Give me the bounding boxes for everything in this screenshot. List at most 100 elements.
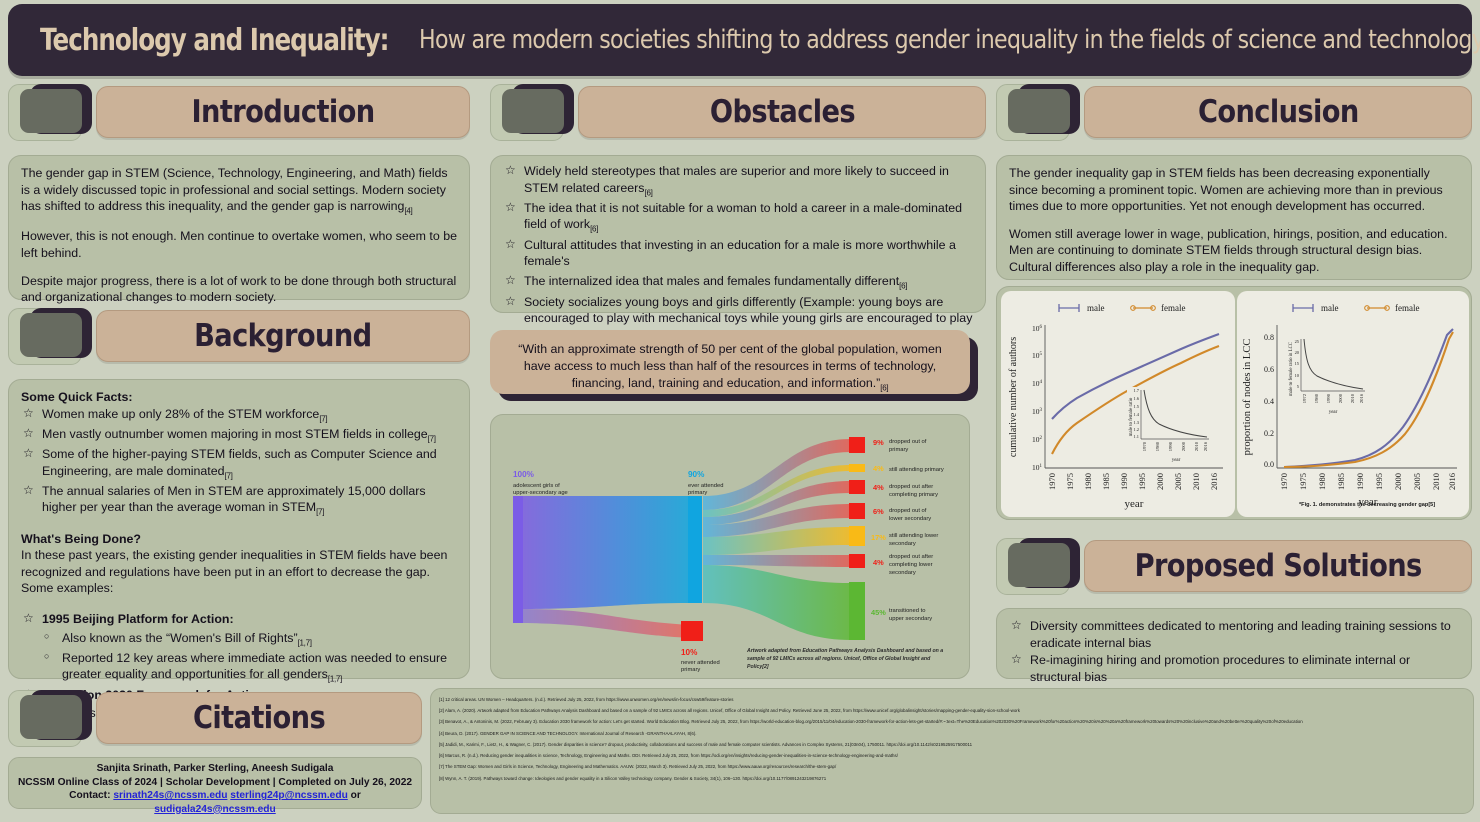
- intro-paragraph-2: However, this is not enough. Men continu…: [21, 229, 457, 261]
- svg-text:male to female ratio in LCC: male to female ratio in LCC: [1289, 342, 1294, 396]
- svg-text:year: year: [1172, 458, 1181, 463]
- stacked-squares-icon: [8, 308, 96, 365]
- svg-text:2016: 2016: [1359, 393, 1364, 403]
- legend-male-chart1: male: [1087, 303, 1105, 313]
- series-female-chart2: [1283, 331, 1454, 469]
- legend-female-chart2: female: [1395, 303, 1419, 313]
- section-header-obstacles: Obstacles: [490, 84, 986, 141]
- panel-citations: [1] 12 critical areas. UN Women – Headqu…: [430, 688, 1474, 814]
- svg-text:2005: 2005: [1412, 473, 1422, 490]
- chart-cumulative-authors: male female 106 105 104 103 102 101: [1001, 291, 1235, 517]
- svg-text:0.8: 0.8: [1264, 333, 1274, 342]
- email-link-2[interactable]: sterling24p@ncssm.edu: [230, 790, 348, 802]
- heading-pill-introduction: Introduction: [96, 85, 470, 138]
- svg-text:dropped out after: dropped out after: [889, 554, 933, 560]
- svg-text:2000: 2000: [1155, 473, 1165, 490]
- svg-text:106: 106: [1032, 324, 1043, 333]
- svg-text:completing lower: completing lower: [889, 562, 933, 568]
- svg-text:9%: 9%: [873, 438, 884, 447]
- sankey-node-ever-attended: [688, 496, 702, 603]
- heading-pill-background: Background: [96, 309, 470, 362]
- svg-text:1970: 1970: [1047, 473, 1057, 490]
- svg-text:1.4: 1.4: [1134, 412, 1140, 417]
- svg-text:1980: 1980: [1083, 473, 1093, 490]
- svg-text:6%: 6%: [873, 507, 884, 516]
- quote-ref: [6]: [880, 383, 889, 393]
- svg-text:102: 102: [1032, 435, 1043, 444]
- section-header-background: Background: [8, 308, 470, 365]
- footer-contact-line: Contact: srinath24s@ncssm.edu sterling24…: [15, 789, 415, 816]
- svg-text:2000: 2000: [1393, 473, 1403, 490]
- list-item: Also known as the “Women's Bill of Right…: [42, 630, 457, 649]
- quote-block: “With an approximate strength of 50 per …: [490, 330, 978, 401]
- svg-text:2010: 2010: [1431, 473, 1441, 490]
- svg-text:primary: primary: [681, 667, 700, 673]
- heading-obstacles: Obstacles: [709, 93, 855, 130]
- svg-text:1.7: 1.7: [1134, 388, 1140, 393]
- conclusion-paragraph-2: Women still average lower in wage, publi…: [1009, 226, 1448, 275]
- svg-text:adolescent girls of: adolescent girls of: [513, 483, 560, 489]
- stacked-squares-icon: [8, 690, 96, 747]
- svg-text:2010: 2010: [1350, 393, 1355, 403]
- sankey-mid-value: 90%: [688, 470, 705, 479]
- conclusion-paragraph-1: The gender inequality gap in STEM fields…: [1009, 166, 1443, 214]
- poster-title-bar: Technology and Inequality: How are moder…: [8, 4, 1480, 76]
- ylabel-chart2: proportion of nodes in LCC: [1242, 339, 1253, 456]
- background-doing-intro: In these past years, the existing gender…: [21, 548, 448, 596]
- svg-text:transitioned to: transitioned to: [889, 608, 925, 614]
- quote-text: “With an approximate strength of 50 per …: [518, 342, 942, 391]
- svg-text:1980: 1980: [1314, 393, 1319, 403]
- quote-box: “With an approximate strength of 50 per …: [490, 330, 970, 394]
- svg-text:1975: 1975: [1298, 473, 1308, 490]
- legend-female-chart1: female: [1161, 303, 1185, 313]
- citation-item: [1] 12 critical areas. UN Women – Headqu…: [439, 697, 734, 702]
- svg-text:1.5: 1.5: [1134, 404, 1140, 409]
- list-item: 1995 Beijing Platform for Action: Also k…: [21, 610, 457, 686]
- sankey-never-value: 10%: [681, 648, 698, 657]
- svg-text:2016: 2016: [1447, 473, 1457, 490]
- svg-text:105: 105: [1032, 351, 1043, 360]
- svg-text:primary: primary: [889, 447, 908, 453]
- inset-male-female-ratio-chart2: 25 20 15 10 5 1972 1980 1990 2000 2010 2016…: [1289, 337, 1369, 415]
- citation-item: [3] Benavot, A., & Antoninis, M. (2022, …: [439, 719, 1303, 725]
- heading-conclusion: Conclusion: [1197, 93, 1359, 130]
- svg-text:0.0: 0.0: [1264, 460, 1274, 469]
- svg-text:1990: 1990: [1355, 473, 1365, 490]
- svg-text:101: 101: [1032, 463, 1043, 472]
- svg-text:1985: 1985: [1101, 473, 1111, 490]
- legend-male-chart2: male: [1321, 303, 1339, 313]
- svg-text:never attended: never attended: [681, 660, 720, 666]
- svg-text:1990: 1990: [1326, 393, 1331, 403]
- svg-text:5: 5: [1297, 384, 1300, 389]
- citation-item: [5] Jadidi, M., Karimi, F., Lietz, H., &…: [439, 741, 973, 747]
- svg-text:completing primary: completing primary: [889, 492, 938, 498]
- svg-text:2000: 2000: [1338, 393, 1343, 403]
- svg-text:25: 25: [1295, 339, 1300, 344]
- heading-pill-proposed-solutions: Proposed Solutions: [1084, 539, 1472, 592]
- obstacles-list: Widely held stereotypes that males are s…: [503, 162, 973, 366]
- stacked-squares-icon: [996, 538, 1084, 595]
- svg-text:1970: 1970: [1142, 441, 1147, 451]
- email-link-3[interactable]: sudigala24s@ncssm.edu: [154, 803, 276, 815]
- svg-text:10: 10: [1295, 373, 1300, 378]
- svg-text:1.6: 1.6: [1134, 396, 1140, 401]
- sankey-node-never-attended: [681, 621, 703, 641]
- svg-text:45%: 45%: [871, 608, 886, 617]
- background-facts-title: Some Quick Facts:: [21, 390, 133, 404]
- svg-text:2000: 2000: [1181, 441, 1186, 451]
- series-male-chart2: [1283, 328, 1454, 469]
- citation-item: [8] Wynn, A. T. (2019). Pathways toward …: [439, 775, 827, 781]
- program-subitems: Also known as the “Women's Bill of Right…: [42, 630, 457, 686]
- list-item: Cultural attitudes that investing in an …: [503, 236, 973, 273]
- background-facts-list: Women make up only 28% of the STEM workf…: [21, 405, 457, 519]
- list-item: Re-imagining hiring and promotion proced…: [1009, 651, 1459, 685]
- svg-text:1985: 1985: [1336, 473, 1346, 490]
- background-doing-title: What's Being Done?: [21, 531, 141, 546]
- contact-separator: or: [347, 790, 361, 802]
- citation-item: [4] Beura, D. (2017). GENDER GAP IN SCIE…: [439, 730, 697, 736]
- email-link-1[interactable]: srinath24s@ncssm.edu: [113, 790, 228, 802]
- svg-text:2016: 2016: [1203, 441, 1208, 451]
- ylabel-chart1: cumulative number of authors: [1008, 337, 1019, 457]
- svg-text:2016: 2016: [1209, 473, 1219, 490]
- list-item: The idea that it is not suitable for a w…: [503, 199, 973, 236]
